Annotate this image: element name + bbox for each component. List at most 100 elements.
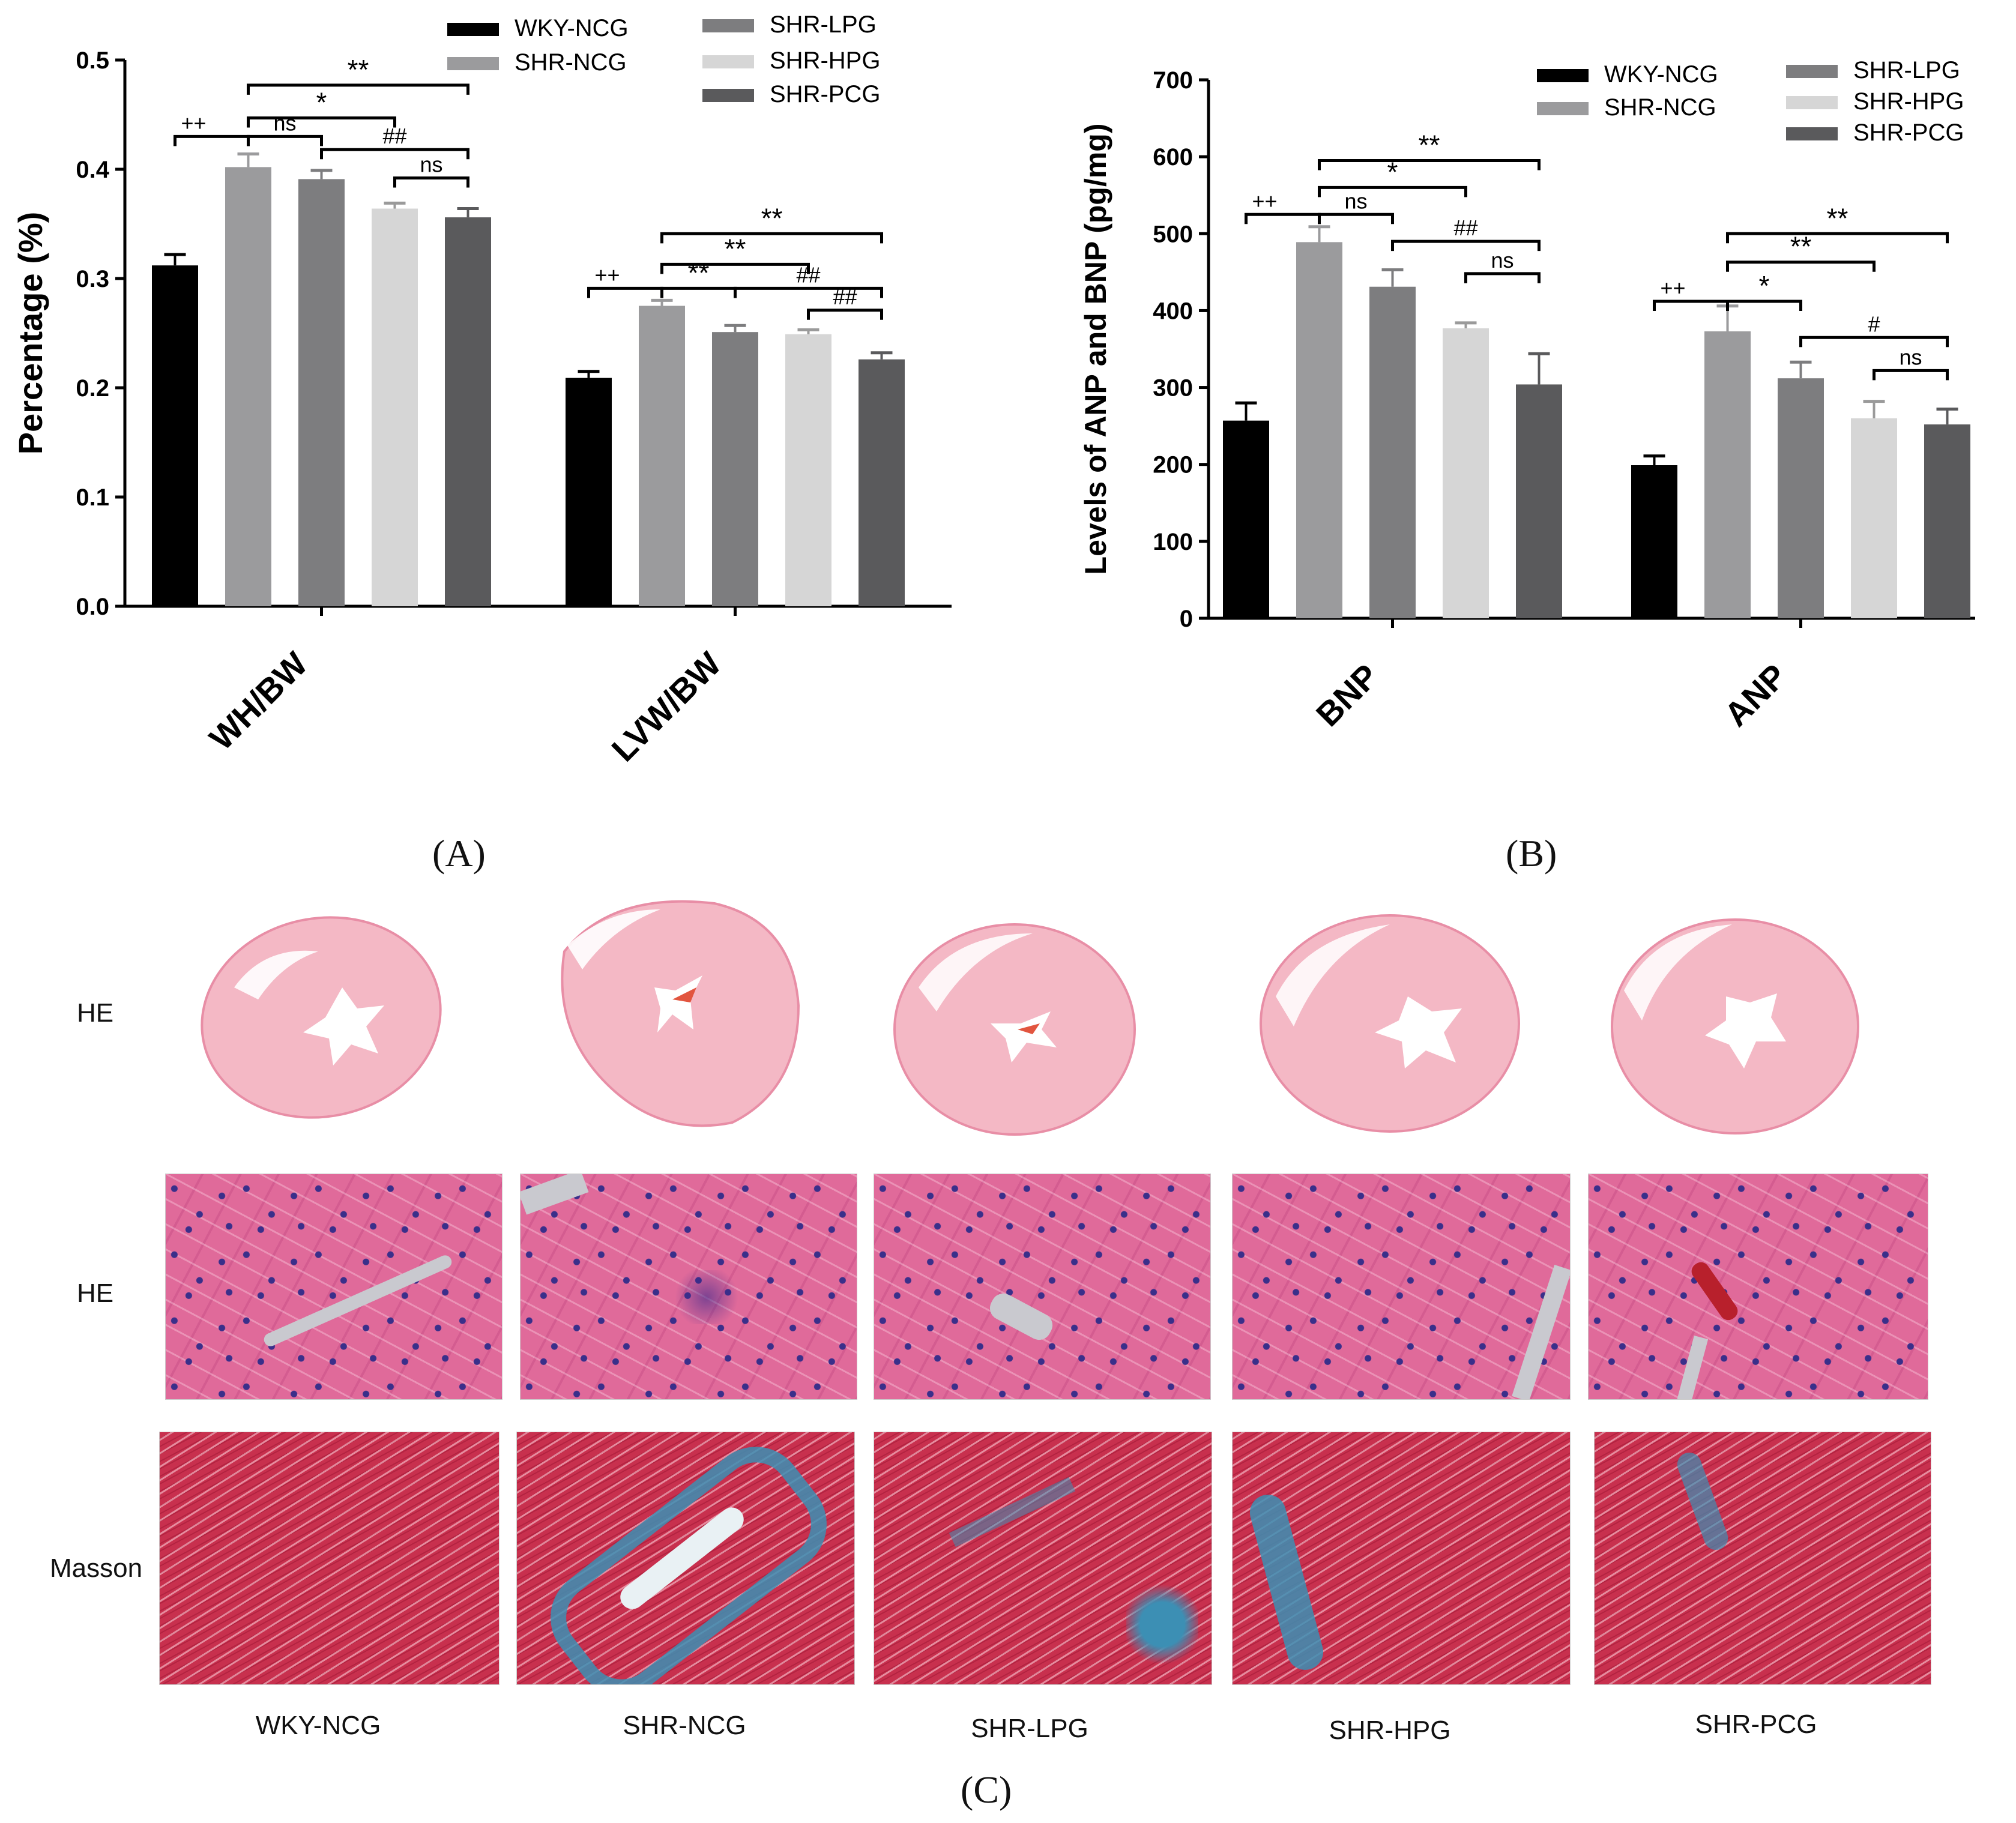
significance-bracket bbox=[320, 148, 469, 160]
bar-shr-hpg-wh-bw bbox=[372, 208, 418, 606]
bar-shr-hpg-bnp bbox=[1443, 328, 1489, 618]
bar-shr-pcg-anp bbox=[1924, 424, 1970, 618]
he-micro-shr-hpg bbox=[1232, 1174, 1571, 1400]
significance-label: ns bbox=[1491, 248, 1514, 273]
significance-bracket bbox=[247, 83, 469, 95]
y-tick-label: 0 bbox=[1180, 606, 1193, 632]
col-label-wky-ncg: WKY-NCG bbox=[255, 1711, 381, 1740]
bar-shr-hpg-lvw-bw bbox=[785, 334, 831, 606]
significance-bracket bbox=[660, 232, 883, 244]
bar-shr-pcg-lvw-bw bbox=[859, 359, 905, 606]
bar-wky-ncg-bnp bbox=[1223, 420, 1269, 618]
bar-shr-hpg-anp bbox=[1851, 418, 1897, 618]
bar-shr-lpg-anp bbox=[1778, 378, 1824, 618]
significance-bracket bbox=[734, 286, 883, 298]
significance-label: ++ bbox=[1252, 188, 1277, 213]
significance-label: * bbox=[1387, 156, 1398, 187]
significance-label: ns bbox=[273, 110, 296, 135]
bar-wky-ncg-wh-bw bbox=[152, 265, 198, 606]
bar-shr-ncg-wh-bw bbox=[225, 167, 271, 606]
significance-bracket bbox=[1318, 185, 1467, 197]
legend-label-wky-ncg: WKY-NCG bbox=[515, 15, 629, 41]
legend-label-shr-ncg: SHR-NCG bbox=[515, 49, 627, 76]
legend-label-shr-pcg: SHR-PCG bbox=[1853, 119, 1964, 146]
col-label-shr-ncg: SHR-NCG bbox=[623, 1711, 746, 1740]
legend-swatch-shr-hpg bbox=[1786, 96, 1838, 109]
significance-bracket bbox=[1464, 272, 1541, 283]
significance-bracket bbox=[1318, 159, 1541, 170]
bar-shr-ncg-lvw-bw bbox=[639, 306, 685, 606]
significance-bracket bbox=[1726, 261, 1876, 272]
masson-micro-shr-hpg bbox=[1232, 1432, 1571, 1685]
significance-label: ** bbox=[725, 233, 746, 264]
y-tick-label: 300 bbox=[1153, 375, 1193, 402]
bar-shr-lpg-lvw-bw bbox=[712, 332, 758, 606]
masson-micro-wky-ncg bbox=[159, 1432, 499, 1685]
significance-label: ** bbox=[1419, 130, 1440, 161]
significance-bracket bbox=[660, 262, 810, 274]
fibrosis-blue-streak bbox=[949, 1477, 1076, 1547]
x-category-label: BNP bbox=[1309, 657, 1386, 734]
bar-wky-ncg-lvw-bw bbox=[566, 378, 612, 606]
vessel-gap bbox=[262, 1253, 454, 1349]
significance-label: ++ bbox=[181, 110, 206, 135]
row-label-he-whole: HE bbox=[77, 998, 114, 1028]
legend-label-shr-lpg: SHR-LPG bbox=[770, 11, 877, 38]
significance-bracket bbox=[393, 176, 469, 188]
significance-bracket bbox=[1318, 212, 1394, 224]
bar-shr-pcg-wh-bw bbox=[445, 217, 491, 607]
x-category-label: WH/BW bbox=[202, 645, 315, 758]
bar-shr-ncg-bnp bbox=[1296, 242, 1342, 618]
significance-bracket bbox=[1245, 212, 1321, 224]
fibrosis-blue-patch bbox=[1126, 1582, 1198, 1666]
significance-bracket bbox=[247, 116, 396, 128]
y-tick-label: 0.0 bbox=[76, 594, 109, 620]
vessel-gap bbox=[985, 1289, 1057, 1345]
masson-micro-shr-pcg bbox=[1594, 1432, 1931, 1685]
he-micro-wky-ncg bbox=[165, 1174, 502, 1400]
significance-label: ** bbox=[761, 202, 783, 234]
legend-label-shr-hpg: SHR-HPG bbox=[1853, 88, 1964, 115]
panel-label-b: (B) bbox=[1506, 832, 1557, 875]
col-label-shr-hpg: SHR-HPG bbox=[1329, 1716, 1451, 1745]
vessel-gap bbox=[1512, 1264, 1570, 1399]
significance-label: ** bbox=[688, 257, 710, 288]
y-tick-label: 400 bbox=[1153, 298, 1193, 324]
y-tick-label: 0.4 bbox=[76, 157, 109, 183]
fibrosis-blue-streak bbox=[1246, 1490, 1327, 1674]
significance-label: ## bbox=[796, 262, 820, 287]
y-tick-label: 0.1 bbox=[76, 484, 109, 511]
legend-label-shr-ncg: SHR-NCG bbox=[1604, 94, 1716, 121]
significance-bracket bbox=[1799, 336, 1949, 348]
masson-micro-shr-lpg bbox=[874, 1432, 1212, 1685]
significance-label: * bbox=[1759, 270, 1770, 301]
significance-bracket bbox=[1726, 300, 1802, 312]
x-category-label: ANP bbox=[1717, 657, 1794, 734]
legend-swatch-shr-lpg bbox=[702, 19, 754, 32]
significance-label: ns bbox=[1344, 188, 1367, 213]
significance-bracket bbox=[1726, 232, 1949, 244]
legend-swatch-shr-ncg bbox=[1537, 102, 1589, 115]
y-tick-label: 100 bbox=[1153, 529, 1193, 555]
significance-label: * bbox=[316, 86, 327, 118]
legend-swatch-shr-pcg bbox=[702, 89, 754, 102]
col-label-shr-lpg: SHR-LPG bbox=[971, 1714, 1088, 1743]
significance-label: ns bbox=[1899, 345, 1922, 369]
chart-b-anp-bnp: 0 100 200 300 400 500 600 700 Levels of ANP and … bbox=[1079, 57, 1975, 734]
y-axis-label: Levels of ANP and BNP (pg/mg) bbox=[1079, 124, 1112, 575]
significance-bracket bbox=[1653, 300, 1729, 312]
heart-section-shr-lpg bbox=[893, 923, 1136, 1136]
significance-label: ## bbox=[833, 285, 857, 309]
heart-section-shr-hpg bbox=[1260, 914, 1520, 1133]
bar-wky-ncg-anp bbox=[1631, 465, 1677, 618]
legend-label-shr-pcg: SHR-PCG bbox=[770, 81, 880, 107]
significance-label: ** bbox=[1827, 202, 1849, 234]
x-category-label: LVW/BW bbox=[604, 645, 728, 769]
legend-swatch-shr-hpg bbox=[702, 55, 754, 68]
significance-bracket bbox=[247, 134, 323, 146]
significance-bracket bbox=[807, 309, 883, 320]
legend-swatch-shr-ncg bbox=[447, 57, 499, 70]
significance-label: ## bbox=[382, 124, 406, 148]
bar-shr-ncg-anp bbox=[1704, 331, 1751, 618]
y-tick-label: 0.5 bbox=[76, 47, 109, 74]
